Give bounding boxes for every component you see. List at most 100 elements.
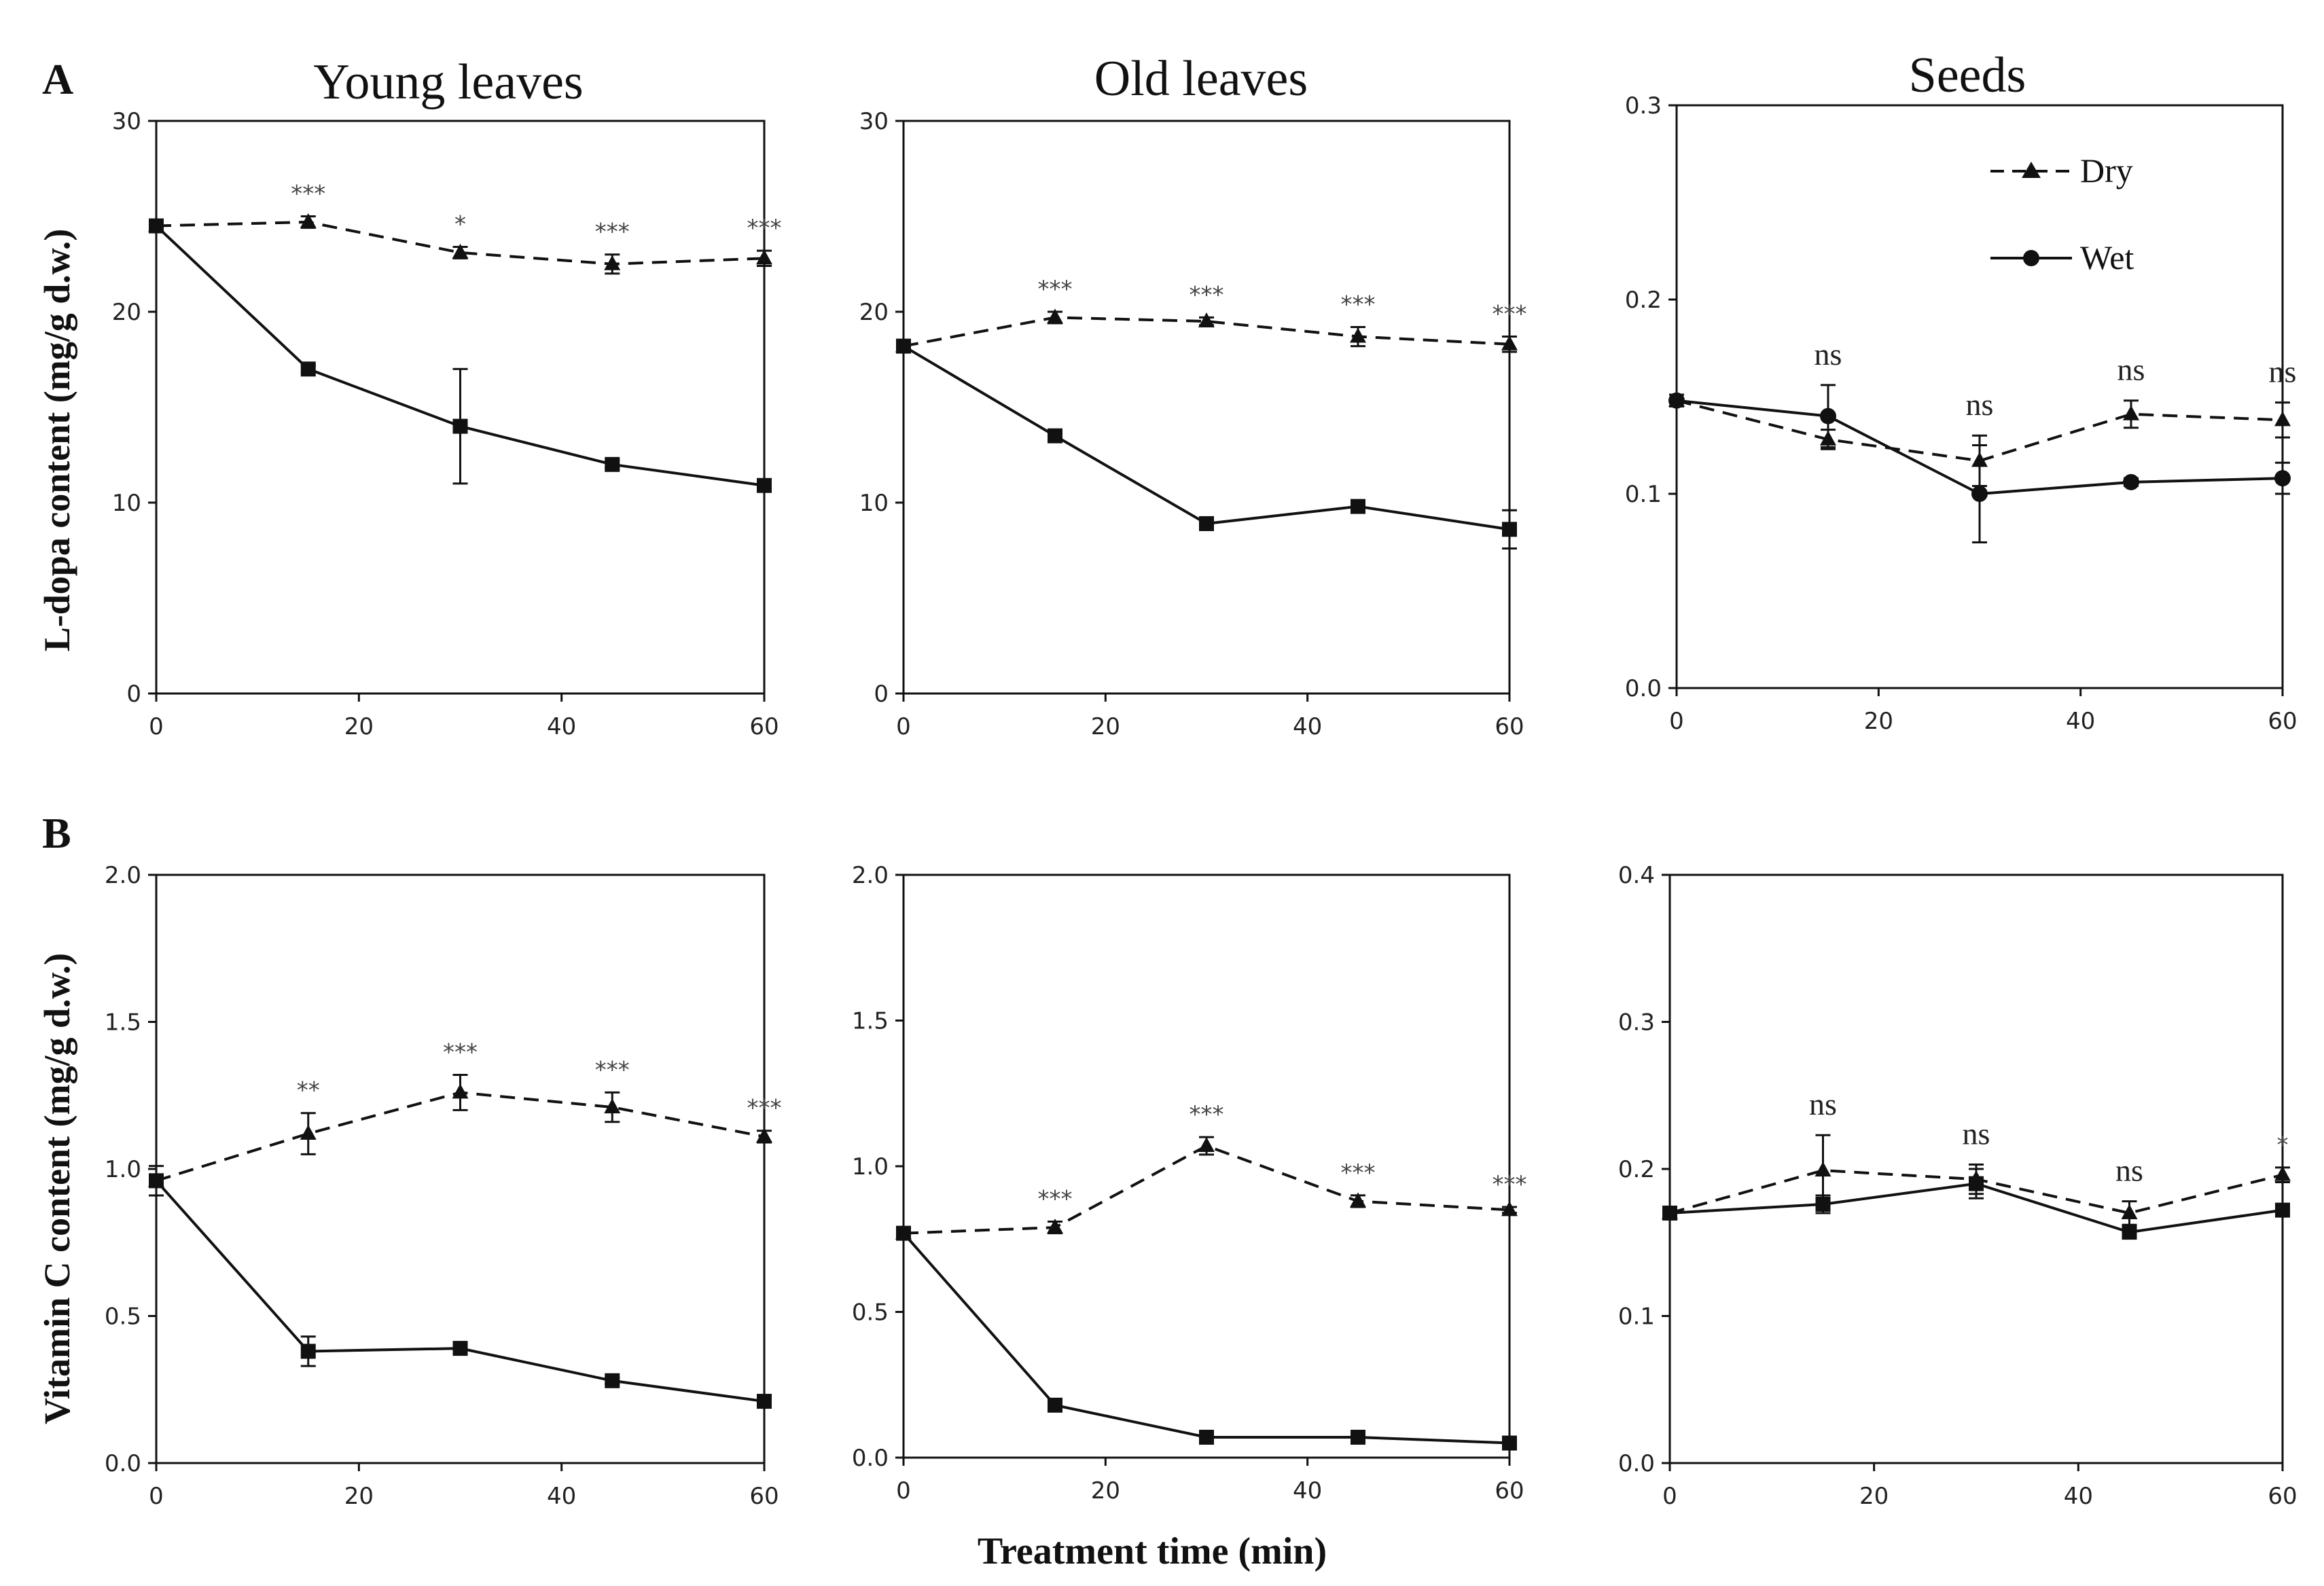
y-tick-label: 0.3 — [1618, 1009, 1655, 1037]
x-tick-label: 0 — [1669, 708, 1684, 735]
y-tick-label: 0 — [126, 681, 141, 708]
chart-B3: 0.0 0.1 0.2 0.3 0.4 0 20 40 60 ns ns ns * — [1618, 862, 2298, 1510]
x-tick-label: 60 — [749, 1483, 779, 1510]
legend-wet-marker — [2023, 250, 2039, 266]
y-tick-label: 2.0 — [852, 862, 889, 889]
y-tick-label: 30 — [112, 108, 141, 135]
series-line-dry — [156, 220, 765, 266]
data-point-square — [605, 1373, 620, 1388]
chart-A3: 0.0 0.1 0.2 0.3 0 20 40 60 ns ns ns ns — [1625, 92, 2298, 735]
data-point-square — [1048, 428, 1062, 444]
y-axis-label-ldopa: L-dopa content (mg/g d.w.) — [37, 229, 77, 652]
significance-label: *** — [1038, 1186, 1073, 1213]
data-point-triangle — [604, 255, 621, 270]
significance-label: ** — [297, 1077, 320, 1104]
panel-label-a: A — [42, 55, 73, 103]
x-tick-label: 0 — [149, 1483, 164, 1510]
y-tick-label: 0.0 — [1625, 675, 1662, 702]
data-point-triangle — [756, 249, 772, 265]
series-wet — [1662, 1168, 2290, 1240]
significance-label: ns — [2269, 355, 2297, 389]
data-point-square — [452, 1341, 468, 1356]
y-tick-label: 0.2 — [1618, 1156, 1655, 1183]
significance-label: ns — [2117, 353, 2145, 387]
title-seeds: Seeds — [1909, 48, 2026, 103]
chart-A2: 0 10 20 30 0 20 40 60 *** *** *** *** — [859, 108, 1527, 740]
data-point-triangle — [1501, 335, 1518, 350]
y-axis-label-vitamin-c: Vitamin C content (mg/g d.w.) — [37, 953, 77, 1424]
data-point-triangle — [300, 213, 317, 228]
x-tick-label: 0 — [149, 713, 164, 740]
significance-label: ns — [1814, 337, 1842, 372]
x-tick-label: 60 — [1495, 1477, 1524, 1504]
data-point-square — [1351, 499, 1365, 514]
significance-label: *** — [1038, 276, 1073, 303]
y-tick-label: 20 — [112, 299, 141, 326]
data-point-triangle — [2274, 1166, 2291, 1181]
panel-label-b: B — [42, 809, 71, 857]
data-point-triangle — [452, 243, 469, 259]
data-point-square — [2275, 1202, 2290, 1218]
significance-label: *** — [1492, 1171, 1527, 1198]
data-point-square — [1351, 1429, 1365, 1445]
title-old-leaves: Old leaves — [1094, 51, 1308, 107]
data-point-square — [452, 418, 468, 434]
y-tick-label: 0.5 — [852, 1299, 889, 1327]
x-tick-label: 0 — [896, 1477, 911, 1504]
significance-label: ns — [2115, 1153, 2143, 1188]
y-tick-label: 0.0 — [105, 1450, 141, 1477]
y-tick-label: 20 — [859, 299, 889, 326]
plot-frame — [155, 873, 766, 1464]
y-tick-label: 0.0 — [1618, 1450, 1655, 1477]
data-point-triangle — [300, 1125, 317, 1140]
significance-label: *** — [747, 215, 782, 242]
data-point-circle — [2123, 473, 2139, 490]
series-dry — [148, 1073, 772, 1197]
data-point-triangle — [1047, 1219, 1063, 1234]
y-tick-label: 1.5 — [852, 1008, 889, 1035]
data-point-triangle — [1501, 1201, 1518, 1216]
x-tick-label: 0 — [1662, 1483, 1677, 1510]
significance-label: *** — [1190, 281, 1224, 308]
data-point-square — [757, 1394, 772, 1409]
x-tick-label: 20 — [1091, 1477, 1120, 1504]
y-tick-label: 2.0 — [105, 862, 141, 889]
data-point-square — [605, 456, 620, 472]
data-point-square — [149, 218, 164, 234]
x-tick-label: 60 — [749, 713, 779, 740]
x-tick-label: 40 — [2064, 1483, 2093, 1510]
plot-frame — [155, 120, 766, 695]
data-point-square — [2122, 1225, 2137, 1240]
data-point-square — [1969, 1176, 1984, 1191]
data-point-circle — [1971, 486, 1988, 502]
series-line-dry — [903, 1144, 1510, 1235]
significance-label: *** — [747, 1095, 782, 1122]
data-point-square — [896, 1225, 911, 1241]
x-tick-label: 60 — [2268, 1483, 2297, 1510]
x-tick-label: 40 — [2066, 708, 2095, 735]
chart-B2: 0.0 0.5 1.0 1.5 2.0 0 20 40 60 *** *** *** *** — [852, 862, 1527, 1504]
data-point-square — [1502, 1435, 1517, 1451]
data-point-triangle — [1814, 1161, 1831, 1177]
significance-label: *** — [1492, 301, 1527, 328]
data-point-circle — [1668, 392, 1685, 409]
x-tick-label: 60 — [1495, 713, 1524, 740]
data-point-circle — [1820, 408, 1836, 425]
y-tick-label: 0.5 — [105, 1303, 141, 1331]
x-tick-label: 40 — [547, 1483, 576, 1510]
data-point-triangle — [2274, 411, 2291, 427]
data-point-square — [1662, 1205, 1677, 1221]
data-point-triangle — [452, 1083, 469, 1099]
x-tick-label: 20 — [1859, 1483, 1889, 1510]
data-point-triangle — [1198, 1136, 1215, 1152]
significance-label: * — [454, 211, 466, 238]
y-tick-label: 0.4 — [1618, 862, 1655, 889]
significance-label: *** — [595, 1056, 630, 1083]
y-tick-label: 1.5 — [105, 1009, 141, 1037]
x-tick-label: 20 — [344, 1483, 374, 1510]
x-axis-label: Treatment time (min) — [978, 1530, 1327, 1572]
data-point-triangle — [1198, 312, 1215, 328]
series-line-wet — [902, 1232, 1510, 1445]
data-point-circle — [2274, 470, 2291, 487]
data-point-square — [149, 1173, 164, 1189]
